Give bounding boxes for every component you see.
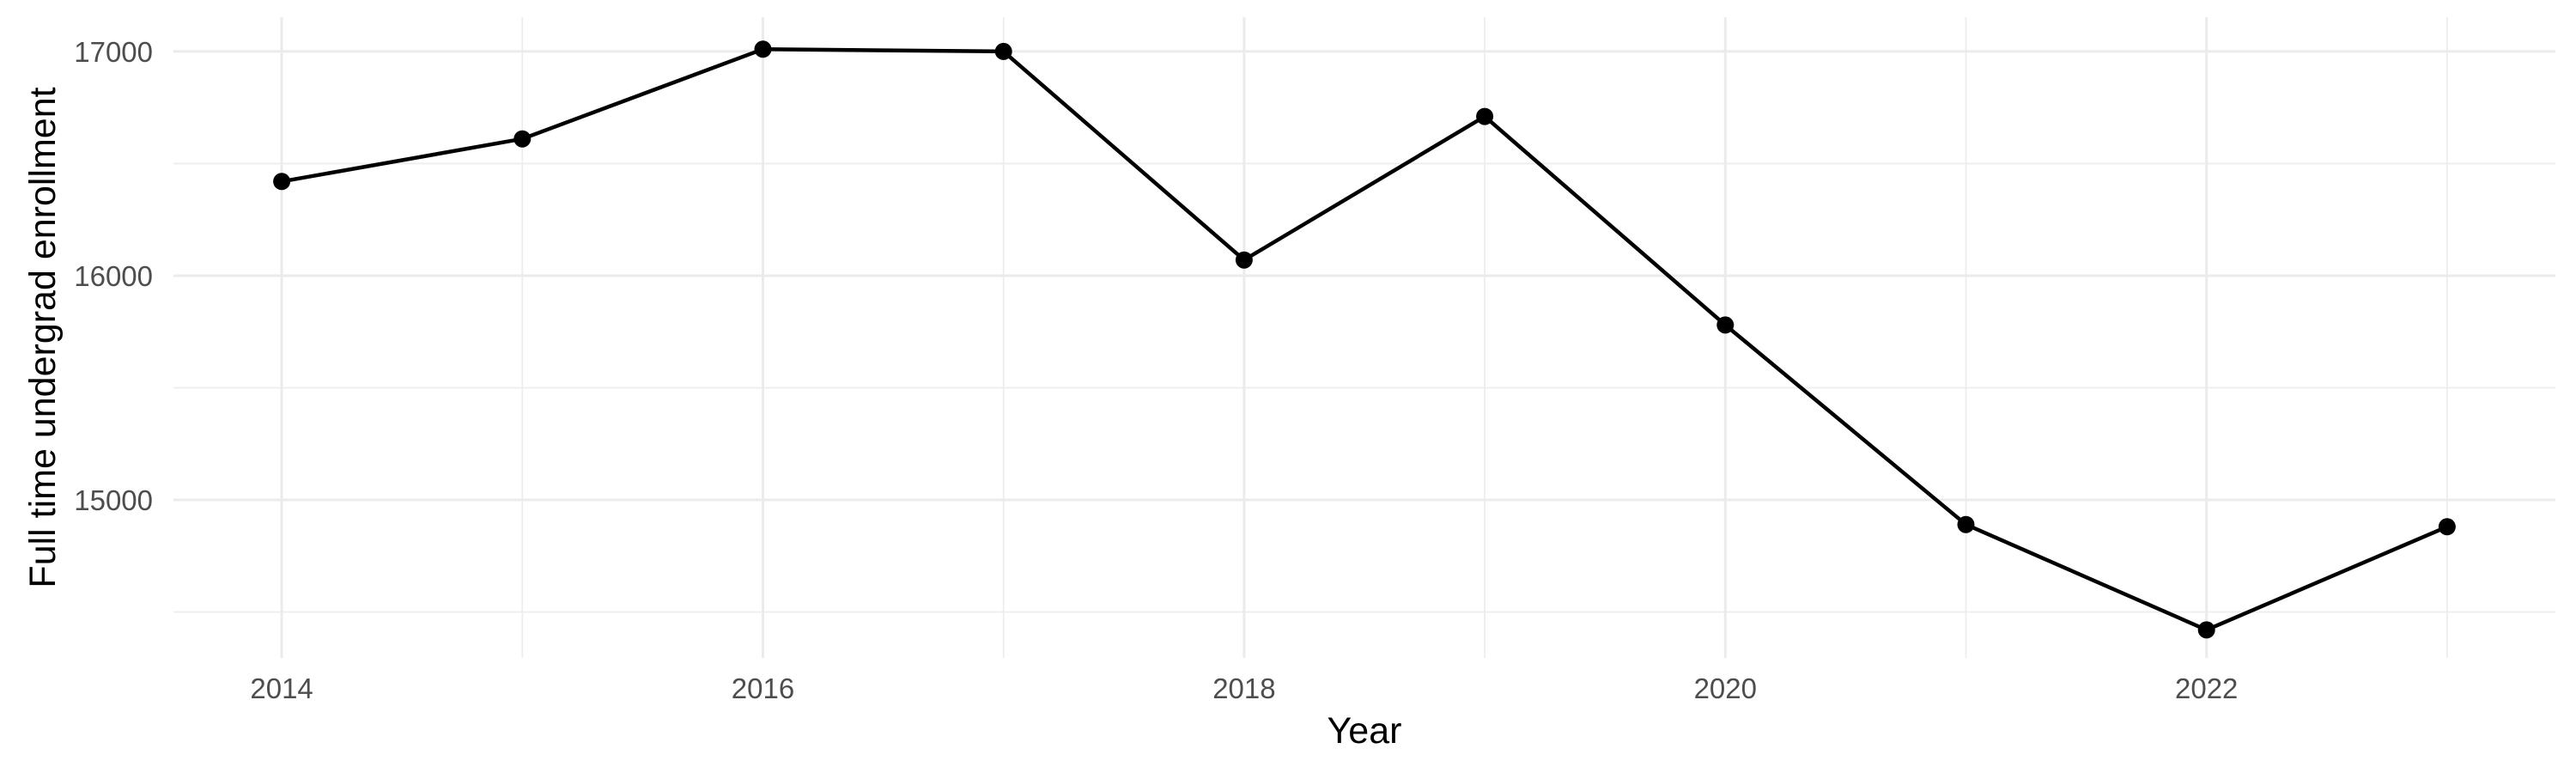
data-point — [513, 130, 532, 148]
x-axis-tick-labels: 2014 2016 2018 2020 2022 — [250, 673, 2238, 704]
gridlines-minor-layer — [173, 17, 2555, 658]
data-point — [2197, 621, 2215, 639]
y-tick-label: 17000 — [74, 36, 153, 68]
data-points-layer — [273, 40, 2456, 639]
data-point — [1957, 515, 1975, 533]
y-tick-label: 16000 — [74, 260, 153, 292]
data-point — [2438, 518, 2456, 536]
y-tick-label: 15000 — [74, 484, 153, 516]
data-point — [1235, 251, 1253, 269]
gridlines-major-layer — [173, 17, 2555, 658]
data-point — [1716, 316, 1735, 334]
data-point — [273, 173, 291, 191]
x-tick-label: 2014 — [250, 673, 313, 704]
x-axis-title: Year — [1327, 710, 1402, 752]
x-tick-label: 2020 — [1694, 673, 1757, 704]
y-axis-title: Full time undergrad enrollment — [22, 87, 64, 587]
x-tick-label: 2016 — [732, 673, 794, 704]
data-point — [994, 42, 1012, 60]
x-tick-label: 2022 — [2175, 673, 2238, 704]
y-axis-tick-labels: 15000 16000 17000 — [74, 36, 153, 516]
x-tick-label: 2018 — [1212, 673, 1275, 704]
data-point — [754, 40, 772, 58]
data-point — [1476, 107, 1494, 125]
enrollment-series-line — [279, 47, 2450, 632]
